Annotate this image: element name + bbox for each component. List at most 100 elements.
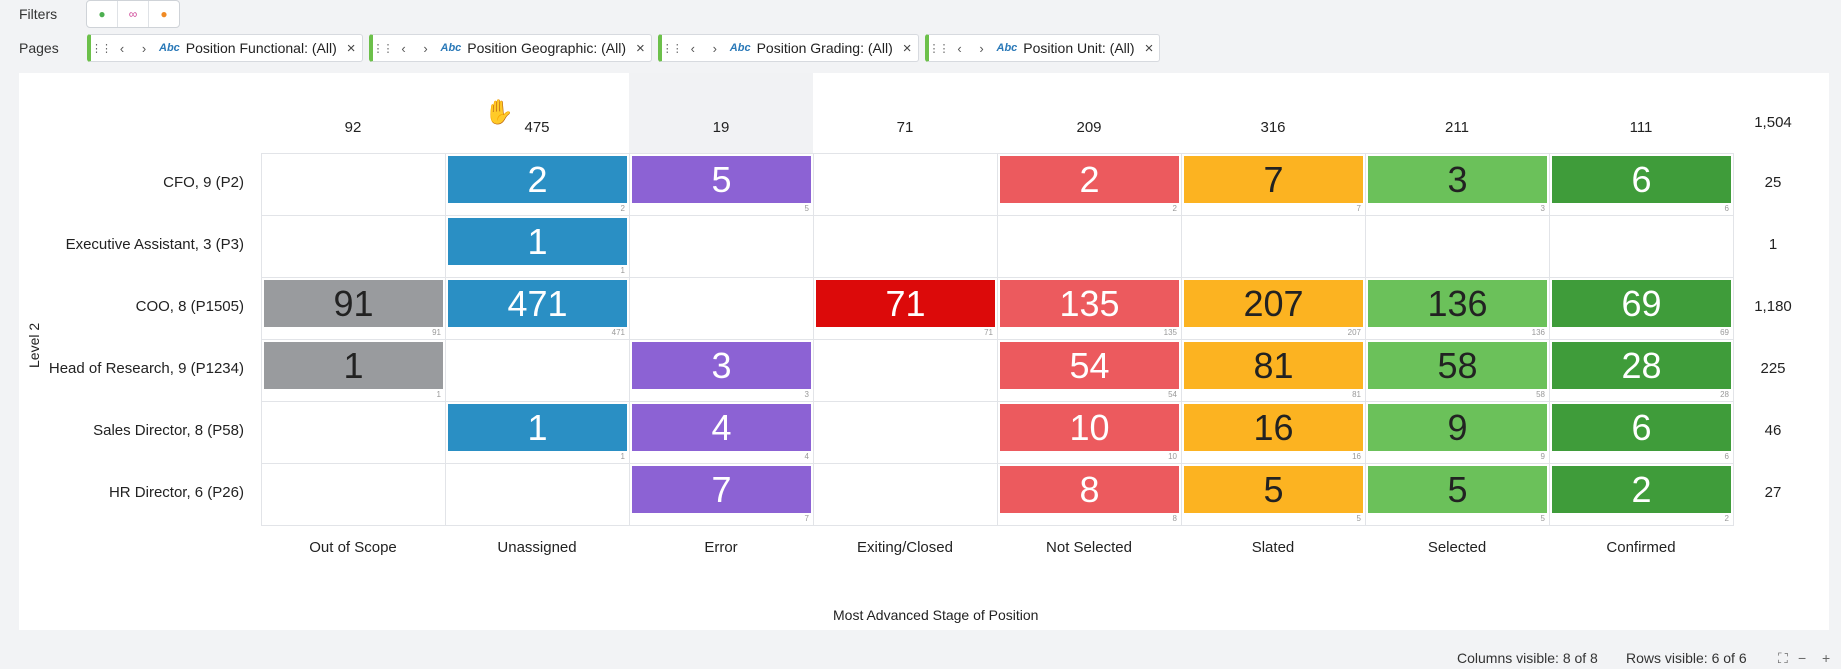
column-label[interactable]: Not Selected xyxy=(1046,539,1132,556)
heatmap-cell[interactable]: 7 xyxy=(1184,156,1363,203)
column-label[interactable]: Out of Scope xyxy=(309,539,397,556)
grid-cell[interactable] xyxy=(261,215,446,278)
heatmap-cell[interactable]: 91 xyxy=(264,280,443,327)
heatmap-cell[interactable]: 6 xyxy=(1552,404,1731,451)
heatmap-cell[interactable]: 7 xyxy=(632,466,811,513)
heatmap-cell[interactable]: 1 xyxy=(448,404,627,451)
heatmap-cell[interactable]: 3 xyxy=(632,342,811,389)
heatmap-cell[interactable]: 8 xyxy=(1000,466,1179,513)
chevron-right-icon[interactable]: › xyxy=(141,40,147,56)
chevron-right-icon[interactable]: › xyxy=(979,40,984,56)
grid-cell[interactable] xyxy=(813,215,998,278)
drag-handle-icon[interactable]: ⋮⋮ xyxy=(91,42,112,55)
grid-cell[interactable] xyxy=(445,463,630,526)
filter-icons-group[interactable]: ● ∞ ● xyxy=(86,0,180,28)
drag-handle-icon[interactable]: ⋮⋮ xyxy=(372,42,394,55)
heatmap-cell[interactable]: 3 xyxy=(1368,156,1547,203)
cell-small-value: 2 xyxy=(1724,514,1729,523)
heatmap-cell[interactable]: 10 xyxy=(1000,404,1179,451)
person-green-icon[interactable]: ● xyxy=(87,1,118,27)
page-filter-pill[interactable]: ⋮⋮ ‹ › Abc Position Geographic: (All) × xyxy=(368,34,652,62)
column-label[interactable]: Exiting/Closed xyxy=(857,539,953,556)
heatmap-cell[interactable]: 81 xyxy=(1184,342,1363,389)
heatmap-cell[interactable]: 9 xyxy=(1368,404,1547,451)
column-label[interactable]: Slated xyxy=(1251,539,1295,556)
text-type-icon: Abc xyxy=(996,42,1018,54)
grid-cell[interactable] xyxy=(813,463,998,526)
grid-cell[interactable] xyxy=(261,463,446,526)
grid-cell[interactable] xyxy=(261,401,446,464)
cell-small-value: 471 xyxy=(611,328,625,337)
heatmap-cell[interactable]: 1 xyxy=(264,342,443,389)
chevron-left-icon[interactable]: ‹ xyxy=(401,40,406,56)
close-icon[interactable]: × xyxy=(636,39,645,57)
row-total: 46 xyxy=(1764,422,1782,439)
column-label[interactable]: Unassigned xyxy=(497,539,577,556)
cell-small-value: 5 xyxy=(1356,514,1361,523)
heatmap-cell[interactable]: 5 xyxy=(632,156,811,203)
chevron-left-icon[interactable]: ‹ xyxy=(690,40,695,56)
text-type-icon: Abc xyxy=(729,42,751,54)
drag-handle-icon[interactable]: ⋮⋮ xyxy=(661,42,683,55)
grid-cell[interactable] xyxy=(1549,215,1734,278)
column-label[interactable]: Confirmed xyxy=(1606,539,1676,556)
grid-cell[interactable] xyxy=(629,277,814,340)
heatmap-cell[interactable]: 5 xyxy=(1368,466,1547,513)
chevron-right-icon[interactable]: › xyxy=(712,40,717,56)
fit-icon[interactable]: ⛶ xyxy=(1778,650,1788,666)
heatmap-cell[interactable]: 136 xyxy=(1368,280,1547,327)
page-filter-pill[interactable]: ⋮⋮ ‹ › Abc Position Functional: (All) × xyxy=(87,34,363,62)
close-icon[interactable]: × xyxy=(346,39,356,57)
text-type-icon: Abc xyxy=(159,42,180,54)
zoom-out-icon[interactable]: − xyxy=(1798,650,1807,666)
heatmap-cell[interactable]: 2 xyxy=(1000,156,1179,203)
heatmap-cell[interactable]: 207 xyxy=(1184,280,1363,327)
cell-small-value: 16 xyxy=(1352,452,1361,461)
filters-bar: Filters ● ∞ ● xyxy=(0,0,180,28)
grid-cell[interactable] xyxy=(1365,215,1550,278)
heatmap-cell[interactable]: 471 xyxy=(448,280,627,327)
grid-cell[interactable] xyxy=(1181,215,1366,278)
grid-cell[interactable] xyxy=(813,153,998,216)
columns-visible-status: Columns visible: 8 of 8 xyxy=(1457,650,1598,666)
page-filter-pill[interactable]: ⋮⋮ ‹ › Abc Position Unit: (All) × xyxy=(924,34,1161,62)
heatmap-cell[interactable]: 16 xyxy=(1184,404,1363,451)
person-orange-icon[interactable]: ● xyxy=(160,7,168,21)
chevron-left-icon[interactable]: ‹ xyxy=(957,40,962,56)
column-label[interactable]: Selected xyxy=(1427,539,1487,556)
grid-cell[interactable] xyxy=(813,339,998,402)
cell-small-value: 1 xyxy=(620,266,625,275)
page-filter-pill[interactable]: ⋮⋮ ‹ › Abc Position Grading: (All) × xyxy=(657,34,919,62)
heatmap-cell[interactable]: 2 xyxy=(448,156,627,203)
chevron-left-icon[interactable]: ‹ xyxy=(119,40,125,56)
grid-cell[interactable] xyxy=(445,339,630,402)
close-icon[interactable]: × xyxy=(1144,39,1154,57)
row-total: 1,180 xyxy=(1754,298,1792,315)
zoom-in-icon[interactable]: + xyxy=(1822,650,1831,666)
heatmap-cell[interactable]: 2 xyxy=(1552,466,1731,513)
heatmap-cell[interactable]: 69 xyxy=(1552,280,1731,327)
grid-cell[interactable] xyxy=(261,153,446,216)
link-pink-icon[interactable]: ∞ xyxy=(118,1,149,27)
heatmap-cell[interactable]: 5 xyxy=(1184,466,1363,513)
heatmap-cell[interactable]: 58 xyxy=(1368,342,1547,389)
chevron-right-icon[interactable]: › xyxy=(423,40,428,56)
heatmap-cell[interactable]: 6 xyxy=(1552,156,1731,203)
heatmap-cell[interactable]: 54 xyxy=(1000,342,1179,389)
heatmap-cell[interactable]: 28 xyxy=(1552,342,1731,389)
grid-cell[interactable] xyxy=(997,215,1182,278)
grid-cell[interactable] xyxy=(813,401,998,464)
drag-handle-icon[interactable]: ⋮⋮ xyxy=(928,42,950,55)
heatmap-cell[interactable]: 135 xyxy=(1000,280,1179,327)
heatmap-cell[interactable]: 4 xyxy=(632,404,811,451)
heatmap-cell[interactable]: 1 xyxy=(448,218,627,265)
heatmap-cell[interactable]: 71 xyxy=(816,280,995,327)
close-icon[interactable]: × xyxy=(902,39,912,57)
cell-small-value: 2 xyxy=(1172,204,1177,213)
cell-small-value: 5 xyxy=(1540,514,1545,523)
column-label[interactable]: Error xyxy=(704,539,738,556)
grid-cell[interactable] xyxy=(629,215,814,278)
cell-small-value: 1 xyxy=(436,390,441,399)
pages-label: Pages xyxy=(19,40,59,56)
